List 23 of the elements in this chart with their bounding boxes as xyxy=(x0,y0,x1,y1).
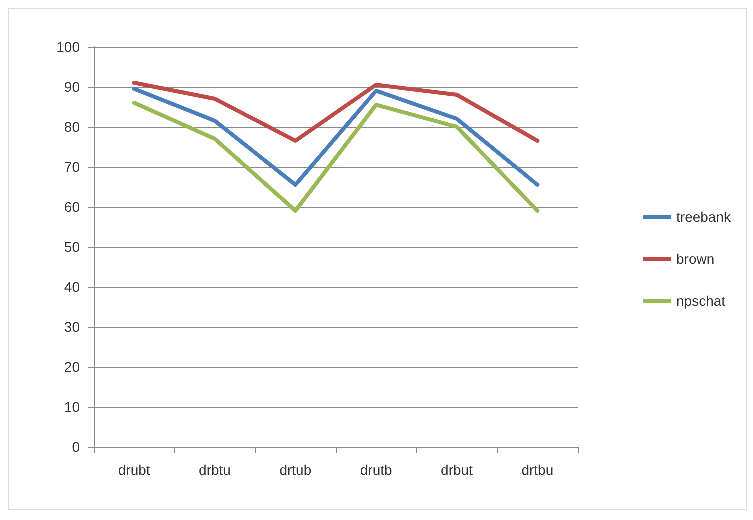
y-tick-label: 10 xyxy=(64,399,80,415)
y-tick-label: 90 xyxy=(64,79,80,95)
legend-label: treebank xyxy=(676,209,732,225)
y-tick-label: 30 xyxy=(64,319,80,335)
x-tick-label: drbtu xyxy=(199,462,231,478)
line-series xyxy=(132,101,540,213)
y-tick-label: 80 xyxy=(64,119,80,135)
line-series xyxy=(132,87,540,187)
legend-label: brown xyxy=(676,251,715,267)
y-tick-label: 50 xyxy=(64,239,80,255)
y-tick-label: 60 xyxy=(64,199,80,215)
x-tick-label: drutb xyxy=(360,462,392,478)
y-tick-label: 0 xyxy=(72,439,80,455)
y-tick-label: 40 xyxy=(64,279,80,295)
legend-label: npschat xyxy=(676,293,726,309)
y-tick-label: 70 xyxy=(64,159,80,175)
y-tick-label: 20 xyxy=(64,359,80,375)
x-tick-label: drbut xyxy=(441,462,474,478)
x-tick-label: drubt xyxy=(118,462,150,478)
y-tick-label: 100 xyxy=(56,39,80,55)
line-series xyxy=(132,81,540,143)
x-tick-label: drtub xyxy=(280,462,312,478)
x-tick-label: drtbu xyxy=(522,462,554,478)
